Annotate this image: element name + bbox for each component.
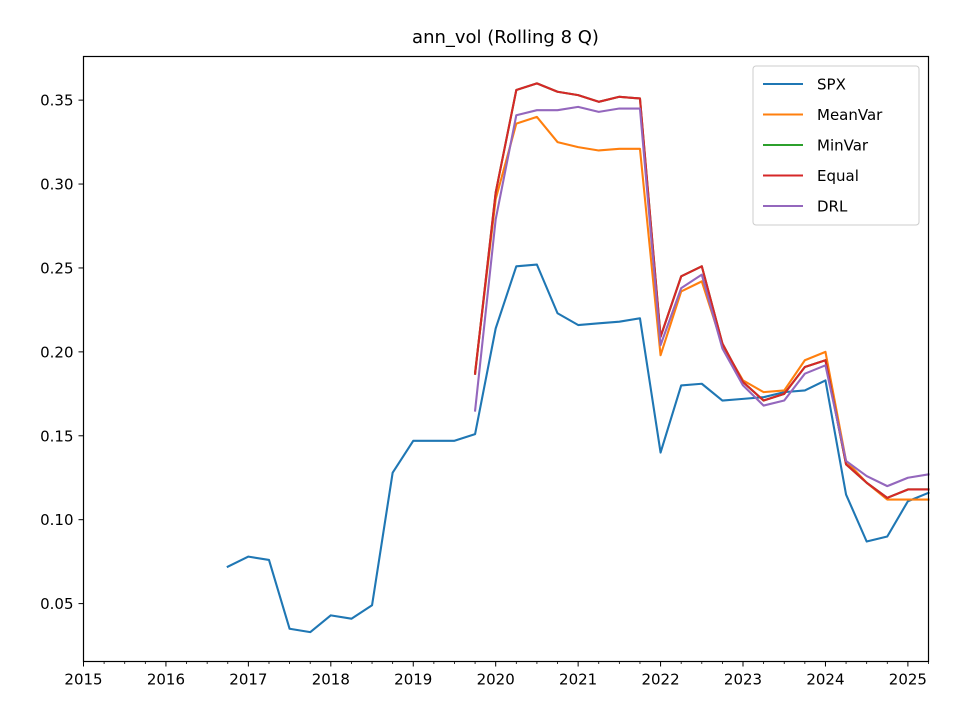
legend-label-spx: SPX xyxy=(817,76,846,94)
y-axis: 0.05 0.10 0.15 0.20 0.25 0.30 0.35 xyxy=(40,92,84,613)
y-tick-label: 0.35 xyxy=(40,92,73,110)
legend-box xyxy=(752,65,920,226)
series-line-spx xyxy=(226,263,930,634)
series-line-equal xyxy=(473,82,930,499)
legend-label-minvar: MinVar xyxy=(817,137,869,155)
y-tick-label: 0.20 xyxy=(40,343,73,361)
x-tick-label: 2023 xyxy=(724,671,762,689)
legend: SPX MeanVar MinVar Equal DRL xyxy=(752,65,920,226)
x-tick-label: 2015 xyxy=(64,671,102,689)
x-tick-label: 2022 xyxy=(641,671,679,689)
x-tick-label: 2020 xyxy=(477,671,515,689)
x-tick-label: 2018 xyxy=(312,671,350,689)
series-line-drl xyxy=(473,105,930,488)
x-tick-label: 2016 xyxy=(147,671,185,689)
y-tick-label: 0.05 xyxy=(40,595,73,613)
legend-label-meanvar: MeanVar xyxy=(817,106,883,124)
y-tick-label: 0.30 xyxy=(40,176,73,194)
series-line-meanvar xyxy=(473,115,930,501)
legend-label-equal: Equal xyxy=(817,167,859,185)
x-axis: 2015 2016 2017 2018 2019 2020 2021 2022 2023 2024… xyxy=(64,661,929,689)
chart-title: ann_vol (Rolling 8 Q) xyxy=(412,27,599,48)
plot-frame xyxy=(82,55,930,663)
x-tick-label: 2021 xyxy=(559,671,597,689)
x-tick-label: 2019 xyxy=(394,671,432,689)
y-tick-label: 0.15 xyxy=(40,427,73,445)
legend-label-drl: DRL xyxy=(817,198,848,216)
x-tick-label: 2017 xyxy=(229,671,267,689)
y-tick-label: 0.10 xyxy=(40,511,73,529)
series-layer xyxy=(226,82,930,634)
y-tick-label: 0.25 xyxy=(40,259,73,277)
x-tick-label: 2025 xyxy=(889,671,927,689)
x-tick-label: 2024 xyxy=(806,671,844,689)
